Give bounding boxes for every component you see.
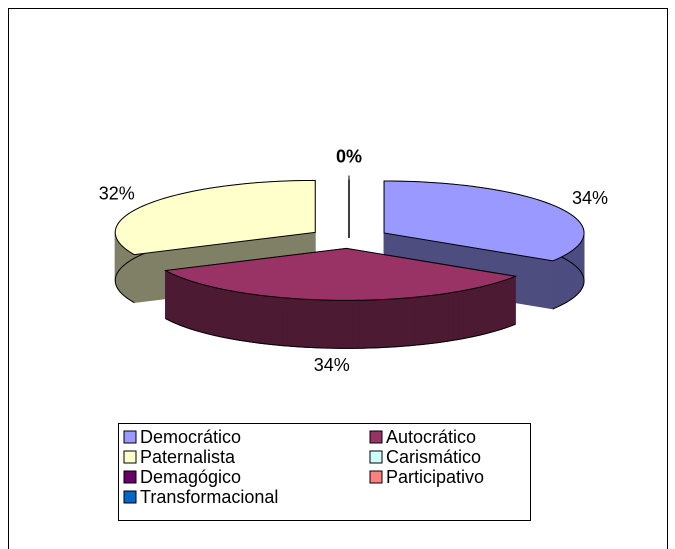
slice-wall [363,299,370,349]
slice-wall [380,298,388,349]
data-label: 32% [99,184,135,204]
legend-swatch [369,470,383,484]
data-label: 0% [336,146,362,166]
slice-wall [369,299,376,349]
slice-wall [476,286,482,337]
slice [114,179,316,256]
slice-wall [374,299,382,349]
legend-label: Autocrático [386,427,476,447]
slice-wall [431,294,438,344]
slice-wall [315,299,323,349]
legend-box [118,423,531,521]
slice-wall [457,290,464,341]
legend-swatch [123,490,137,504]
legend-label: Transformacional [140,487,278,507]
slice-wall [357,299,364,349]
slice-wall [501,279,506,330]
slice-wall [321,299,329,349]
slice-wall [493,281,499,333]
slice-wall [462,289,468,340]
legend-swatch [123,470,137,484]
slice-wall [508,276,513,328]
data-label: 34% [314,355,350,375]
slice-wall [552,258,557,310]
slice-wall [345,299,353,349]
slice-wall [398,297,405,348]
slice [383,180,585,262]
slice-wall [298,298,305,348]
slice-wall [392,298,399,348]
slice-wall [447,291,454,342]
legend-label: Paternalista [140,447,236,467]
legend-label: Carismático [386,447,481,467]
slice-wall [333,299,341,349]
slice-wall [351,299,359,349]
slice-edge [165,318,516,349]
legend-label: Demagógico [140,467,241,487]
slice-wall [292,298,300,348]
legend-swatch [369,430,383,444]
slice-wall [420,295,427,346]
slice-wall [403,297,411,347]
slice-wall [327,299,335,349]
slice-wall [485,284,491,335]
slice-wall [452,291,459,341]
slice-wall [415,296,422,346]
slice-wall [281,297,288,347]
slice-wall [511,275,516,327]
slice [163,247,518,301]
slice-wall [497,280,502,331]
slice-wall [339,299,347,349]
legend-swatch [123,430,137,444]
legend-swatch [123,450,137,464]
slice-wall [480,285,486,336]
slice-wall [467,288,473,339]
legend-label: Democrático [140,427,241,447]
slice-wall [436,293,443,344]
data-label: 34% [572,188,608,208]
slice-wall [286,297,294,347]
slice-wall [309,299,317,349]
slice-wall [489,283,495,334]
slice-wall [555,257,560,309]
slice-wall [386,298,394,348]
slice-wall [409,296,416,347]
slice-wall [426,294,433,345]
slice-wall [304,298,311,348]
slice-wall [504,278,510,329]
slice-wall [442,292,449,343]
legend-label: Participativo [386,467,484,487]
legend-swatch [369,450,383,464]
slice-wall [558,256,563,307]
slice-wall [471,287,478,338]
